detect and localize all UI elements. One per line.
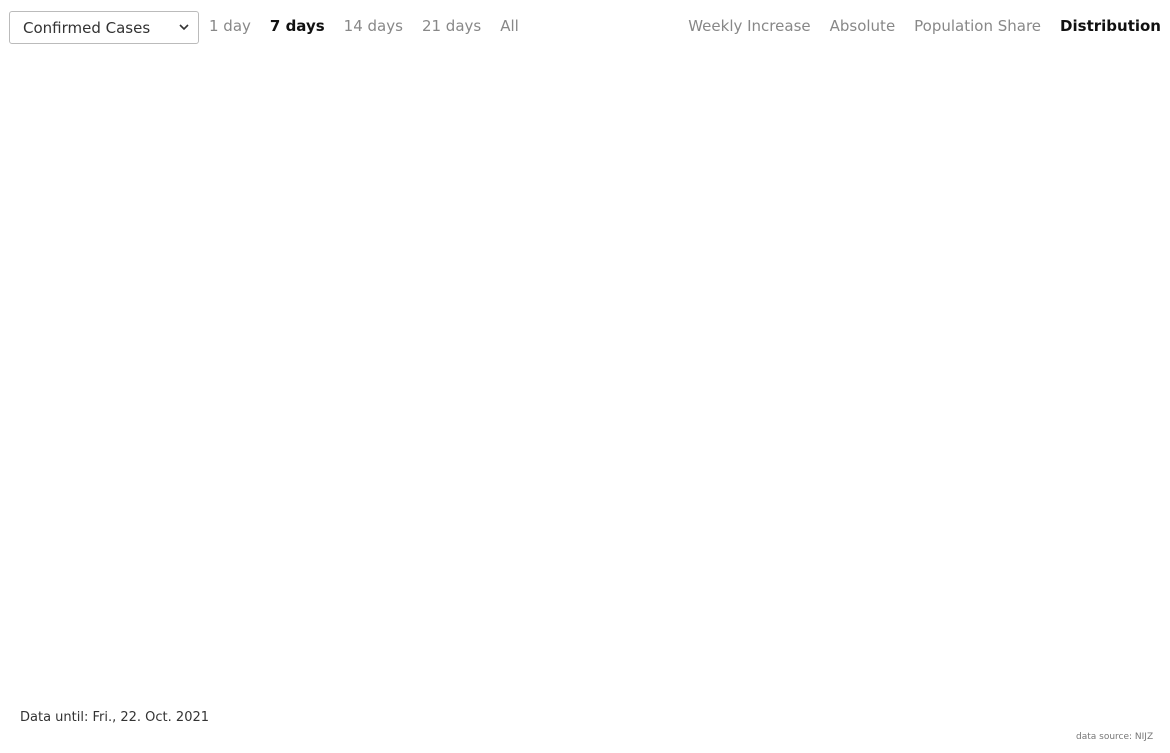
period-tab[interactable]: 1 day — [209, 17, 251, 35]
toolbar: Confirmed Cases 1 day 7 days 14 days 21 day… — [0, 0, 1170, 50]
legend-label: 2,000 — [1101, 687, 1135, 701]
legend-labels: 100 200 400 1,000 2,000 — [1101, 510, 1135, 701]
legend-gradient — [1080, 490, 1092, 716]
view-tabs: Weekly Increase Absolute Population Share D… — [669, 17, 1162, 41]
legend-label: 100 — [1112, 510, 1135, 524]
period-tab[interactable]: 14 days — [343, 17, 403, 35]
period-tab[interactable]: 21 days — [421, 17, 482, 35]
data-source: data source: NIJZ — [1076, 732, 1154, 742]
legend-label: 400 — [1112, 593, 1135, 607]
chevron — [179, 24, 189, 31]
view-tab[interactable]: Population Share — [914, 17, 1042, 35]
bubbles — [163, 104, 1028, 673]
data-until: Data until: Fri., 22. Oct. 2021 — [20, 710, 210, 725]
view-tab[interactable]: Distribution — [1059, 17, 1162, 41]
country-outline — [124, 74, 1057, 691]
municipal-borders — [124, 99, 1021, 666]
view-tab[interactable]: Weekly Increase — [688, 17, 811, 35]
measure-dropdown[interactable]: Confirmed Cases — [9, 11, 199, 44]
period-tabs: 1 day 7 days 14 days 21 days All — [209, 17, 538, 41]
legend-label: 1,000 — [1101, 646, 1135, 660]
period-tab[interactable]: All — [500, 17, 519, 35]
dropdown-label: Confirmed Cases — [23, 19, 151, 37]
period-tab[interactable]: 7 days — [268, 17, 326, 41]
legend-label: 200 — [1112, 551, 1135, 565]
legend-box — [1071, 481, 1131, 719]
view-tab[interactable]: Absolute — [829, 17, 896, 35]
